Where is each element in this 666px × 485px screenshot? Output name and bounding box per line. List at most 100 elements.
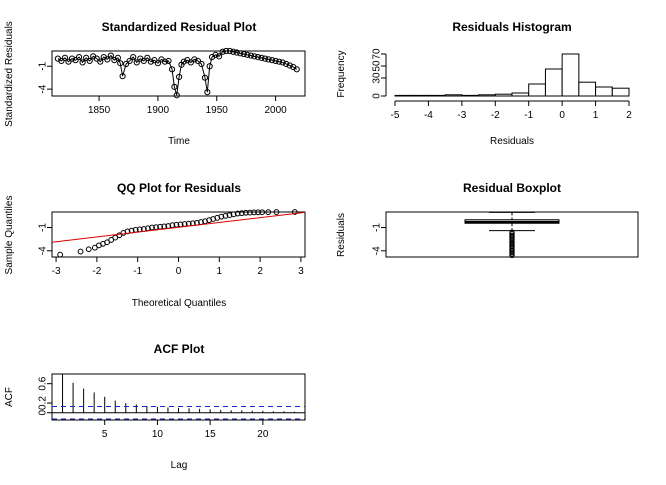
qq-point: [259, 209, 266, 216]
qq-reference-line: [51, 211, 306, 243]
residual-point: [168, 66, 176, 73]
residual-point: [117, 60, 124, 67]
residual-point: [194, 57, 202, 65]
residual-point: [93, 55, 100, 62]
standardized-residual-y-tick-label: -4: [38, 84, 49, 93]
qq-plot-panel: QQ Plot for Residuals Theoretical Quanti…: [4, 181, 306, 309]
residual-point: [154, 60, 162, 67]
acf-plot-x-tick-label: 10: [152, 429, 164, 440]
residual-point: [293, 66, 300, 73]
histogram-x-ticks: -5 -4 -3 -2 -1 0 1 2: [391, 100, 632, 121]
residual-point: [133, 59, 140, 66]
standardized-residual-frame: [51, 50, 306, 97]
qq-point: [273, 209, 280, 215]
qq-plot-ylabel: Sample Quantiles: [4, 196, 15, 275]
residual-point: [58, 57, 65, 65]
qq-plot-y-tick-label: -4: [38, 246, 49, 255]
histogram-x-tick-label: 2: [626, 110, 632, 121]
residual-point: [180, 58, 187, 65]
qq-point: [85, 246, 92, 253]
qq-point: [265, 209, 272, 216]
qq-plot-y-tick-label: -1: [38, 223, 49, 232]
histogram-x-tick-label: -2: [491, 110, 500, 121]
residual-point: [254, 54, 262, 61]
residual-point: [72, 57, 79, 64]
histogram-bar: [544, 68, 563, 97]
qq-plot-xlabel: Theoretical Quantiles: [132, 298, 227, 309]
histogram-x-tick-label: -3: [457, 110, 466, 121]
histogram-bars: [394, 53, 630, 97]
histogram-y-tick-label: 30: [372, 72, 383, 84]
acf-plot-panel: ACF Plot Lag ACF 5 10 15 20 00.2 0.6: [4, 342, 306, 471]
qq-plot-x-tick-label: -1: [133, 266, 142, 277]
histogram-bar: [427, 94, 446, 97]
residual-point: [276, 58, 283, 65]
boxplot-outliers: [509, 229, 515, 259]
standardized-residual-title: Standardized Residual Plot: [102, 20, 257, 34]
residual-point: [272, 57, 279, 65]
residual-point: [68, 55, 76, 62]
residual-point: [261, 55, 269, 62]
qq-point: [222, 212, 229, 219]
histogram-x-tick-label: -5: [391, 110, 400, 121]
residual-point: [173, 92, 180, 99]
residual-point: [147, 58, 154, 65]
residual-point: [144, 54, 151, 61]
residual-points: [54, 47, 300, 99]
residual-point: [107, 52, 114, 59]
residual-point: [140, 57, 147, 65]
residual-point: [283, 60, 290, 68]
acf-confidence-bounds: [52, 405, 305, 420]
boxplot-outlier: [509, 252, 515, 259]
acf-plot-y-tick-label: 0.2: [38, 396, 49, 410]
residual-boxplot-ylabel: Residuals: [336, 213, 347, 257]
qq-point: [255, 209, 261, 216]
acf-plot-x-tick-label: 5: [102, 429, 108, 440]
acf-plot-y-tick-label: 0.6: [38, 376, 49, 390]
histogram-x-tick-label: 0: [559, 110, 565, 121]
qq-reference-segment: [51, 211, 306, 243]
acf-plot-x-ticks: 5 10 15 20: [102, 420, 269, 440]
residual-point: [86, 57, 93, 65]
residual-point: [226, 47, 233, 55]
qq-plot-x-tick-label: -3: [52, 266, 61, 277]
histogram-x-tick-label: -4: [424, 110, 433, 121]
residual-point: [104, 56, 111, 63]
qq-plot-x-tick-label: 3: [298, 266, 304, 277]
qq-point: [226, 212, 233, 219]
residual-boxplot-y-tick-label: -4: [372, 246, 383, 255]
histogram-bar: [595, 86, 613, 97]
acf-plot-title: ACF Plot: [154, 342, 205, 356]
histogram-bar: [394, 94, 413, 97]
acf-plot-frame: [51, 373, 306, 421]
qq-plot-title: QQ Plot for Residuals: [117, 181, 241, 195]
residual-point: [230, 48, 237, 55]
residual-point: [123, 60, 130, 68]
qq-point: [218, 213, 225, 220]
residual-point: [247, 52, 254, 59]
histogram-y-tick-label: 50: [372, 60, 383, 72]
residual-point: [223, 47, 230, 55]
residual-point: [279, 59, 286, 66]
histogram-bar: [528, 83, 546, 97]
residual-point: [204, 89, 211, 96]
acf-plot-ylabel: ACF: [4, 387, 15, 407]
standardized-residual-y-tick-label: -1: [38, 61, 49, 70]
histogram-bar: [411, 94, 429, 97]
qq-point: [291, 209, 298, 215]
residuals-histogram-ylabel: Frequency: [336, 50, 347, 97]
residuals-histogram-xlabel: Residuals: [490, 136, 534, 147]
residual-point: [161, 58, 169, 65]
standardized-residual-ylabel: Standardized Residuals: [4, 21, 15, 127]
residual-point: [233, 49, 240, 56]
residual-boxplot-title: Residual Boxplot: [463, 181, 561, 195]
histogram-bar: [444, 94, 463, 97]
standardized-residual-x-tick-label: 1900: [147, 105, 170, 116]
residual-point: [114, 54, 121, 61]
histogram-bar: [611, 87, 630, 97]
residual-point: [130, 54, 137, 61]
residual-point: [187, 59, 194, 66]
residual-point: [258, 54, 265, 61]
histogram-bar: [561, 53, 580, 97]
